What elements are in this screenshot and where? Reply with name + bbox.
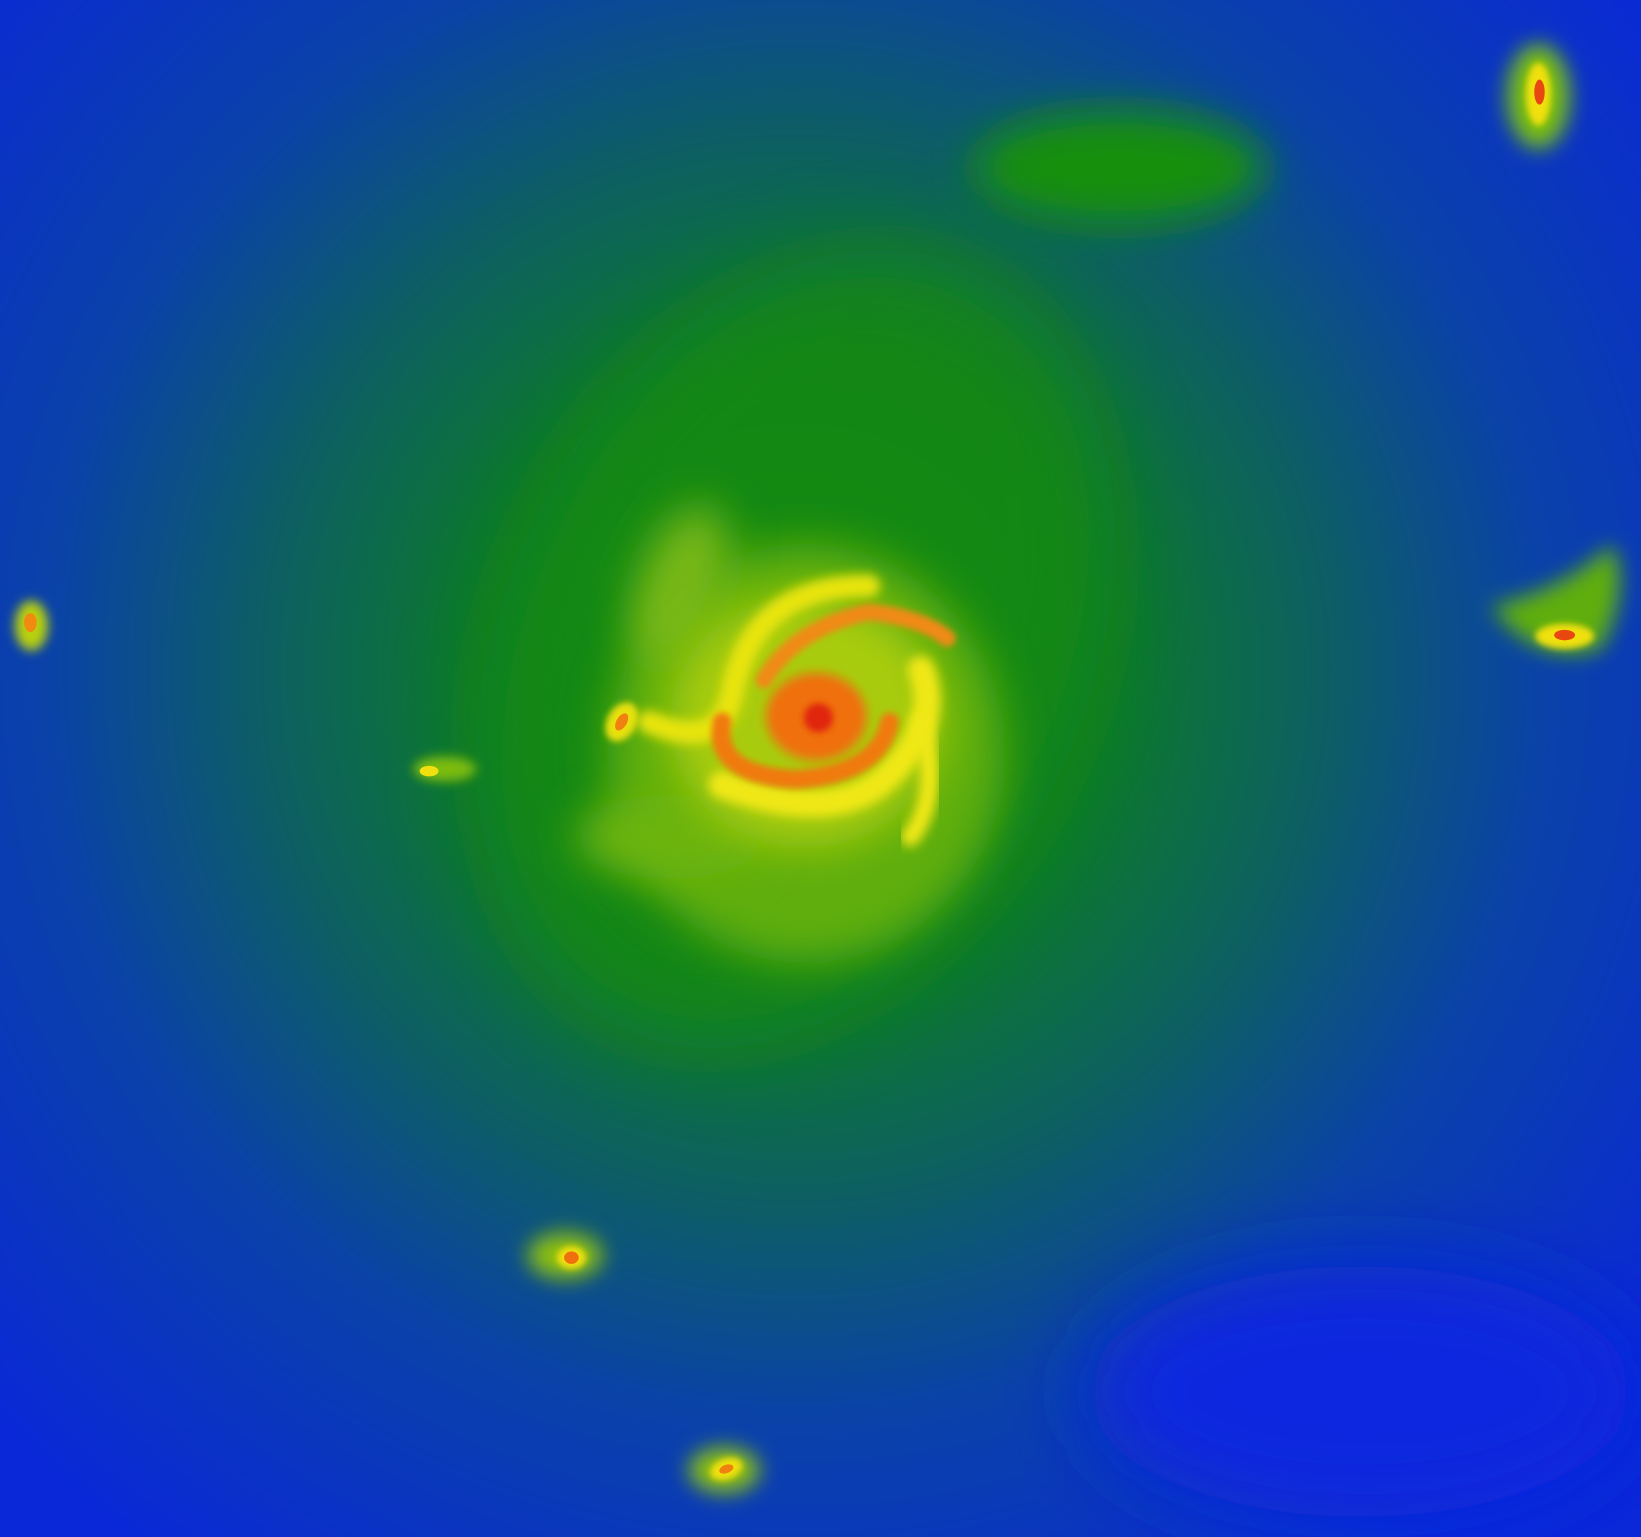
blue-region (1088, 1266, 1632, 1517)
satellite (1507, 44, 1570, 149)
simulation-image (0, 0, 1641, 1537)
satellite (15, 601, 48, 651)
satellite (689, 1447, 760, 1493)
satellite (413, 756, 476, 781)
nucleus (804, 703, 833, 732)
page (0, 0, 1641, 1537)
satellite (527, 1233, 602, 1279)
green-cloud (973, 110, 1266, 225)
